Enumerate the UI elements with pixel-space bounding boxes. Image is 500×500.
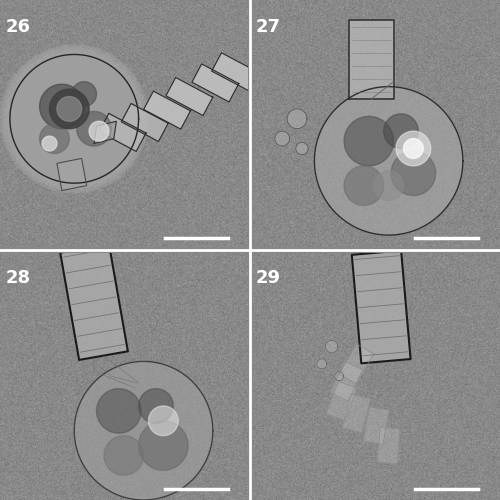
Polygon shape	[344, 166, 384, 205]
Polygon shape	[8, 53, 140, 184]
Polygon shape	[72, 82, 96, 106]
Polygon shape	[374, 171, 404, 200]
Polygon shape	[144, 91, 190, 129]
Polygon shape	[138, 421, 188, 470]
Polygon shape	[339, 344, 374, 384]
Polygon shape	[138, 388, 173, 424]
Text: 28: 28	[6, 269, 31, 287]
Polygon shape	[344, 116, 394, 166]
Polygon shape	[296, 142, 308, 154]
Polygon shape	[334, 372, 344, 380]
Polygon shape	[342, 394, 370, 432]
Text: 29: 29	[256, 269, 281, 287]
Polygon shape	[104, 436, 144, 475]
Polygon shape	[378, 428, 400, 464]
Polygon shape	[391, 151, 436, 196]
Polygon shape	[57, 158, 86, 190]
Polygon shape	[212, 52, 258, 91]
Polygon shape	[349, 20, 394, 99]
Polygon shape	[122, 104, 168, 142]
Polygon shape	[10, 54, 138, 183]
Polygon shape	[42, 136, 57, 151]
Polygon shape	[0, 44, 148, 193]
Polygon shape	[50, 89, 89, 128]
Polygon shape	[40, 84, 84, 128]
Polygon shape	[275, 131, 289, 146]
Polygon shape	[404, 138, 423, 158]
Polygon shape	[96, 388, 141, 433]
Polygon shape	[166, 78, 213, 116]
Polygon shape	[287, 109, 307, 128]
Polygon shape	[40, 124, 70, 154]
Polygon shape	[314, 86, 463, 235]
Polygon shape	[326, 340, 338, 352]
Polygon shape	[4, 49, 144, 189]
Polygon shape	[6, 50, 143, 188]
Polygon shape	[148, 406, 178, 436]
Polygon shape	[192, 64, 239, 102]
Text: 26: 26	[6, 18, 31, 36]
Polygon shape	[317, 359, 327, 369]
Polygon shape	[326, 382, 357, 420]
Polygon shape	[74, 362, 213, 500]
Polygon shape	[2, 46, 147, 192]
Polygon shape	[89, 122, 109, 141]
Polygon shape	[3, 48, 146, 190]
Polygon shape	[99, 114, 146, 152]
Polygon shape	[7, 52, 141, 186]
Polygon shape	[364, 407, 389, 445]
Polygon shape	[10, 54, 138, 183]
Polygon shape	[396, 131, 430, 166]
Polygon shape	[384, 114, 418, 148]
Polygon shape	[76, 112, 112, 146]
Polygon shape	[94, 122, 116, 144]
Polygon shape	[352, 250, 410, 364]
Polygon shape	[57, 96, 82, 122]
Polygon shape	[330, 362, 363, 401]
Polygon shape	[60, 244, 128, 360]
Text: 27: 27	[256, 18, 281, 36]
